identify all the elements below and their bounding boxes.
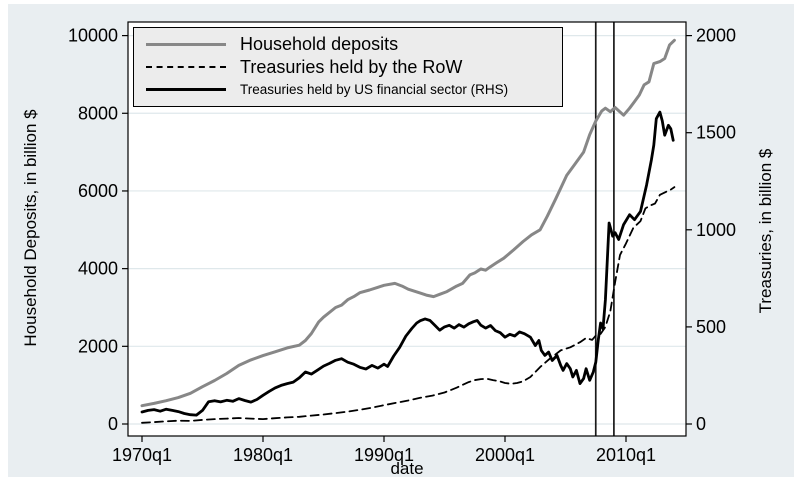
x-tick-label: 1980q1	[233, 445, 293, 465]
left-axis-title: Household Deposits, in billion $	[21, 109, 40, 347]
series-treasuries-held-by-the-row	[141, 186, 676, 424]
left-tick-label: 10000	[68, 26, 118, 46]
series-treasuries-held-by-us-financial-sector-rhs-	[140, 110, 675, 417]
right-tick-label: 0	[696, 414, 706, 434]
x-tick-label: 1990q1	[354, 445, 414, 465]
x-axis-title: date	[390, 459, 424, 478]
legend-line-black-dashed	[146, 66, 226, 68]
plot-border	[127, 21, 687, 437]
left-tick-label: 0	[108, 414, 118, 434]
legend-label: Treasuries held by the RoW	[240, 57, 463, 77]
series-household-deposits	[140, 38, 676, 408]
legend-entry-treasuries-row: Treasuries held by the RoW	[146, 56, 562, 79]
legend-entry-treasuries-us-fin: Treasuries held by US financial sector (…	[146, 78, 562, 101]
x-tick-label: 1970q1	[112, 445, 172, 465]
legend-entry-household-deposits: Household deposits	[146, 33, 562, 56]
legend-label: Household deposits	[240, 34, 399, 55]
legend: Household deposits Treasuries held by th…	[133, 27, 563, 107]
right-axis-title: Treasuries, in billion $	[756, 148, 775, 314]
legend-line-gray-solid	[146, 42, 226, 46]
left-tick-label: 2000	[78, 336, 118, 356]
x-tick-label: 2000q1	[475, 445, 535, 465]
right-tick-label: 1000	[696, 220, 736, 240]
left-tick-label: 8000	[78, 103, 118, 123]
left-tick-label: 4000	[78, 259, 118, 279]
right-tick-label: 2000	[696, 26, 736, 46]
right-tick-label: 500	[696, 317, 726, 337]
legend-line-black-solid	[146, 88, 226, 92]
x-tick-label: 2010q1	[596, 445, 656, 465]
left-tick-label: 6000	[78, 181, 118, 201]
right-tick-label: 1500	[696, 123, 736, 143]
legend-label: Treasuries held by US financial sector (…	[240, 81, 509, 97]
